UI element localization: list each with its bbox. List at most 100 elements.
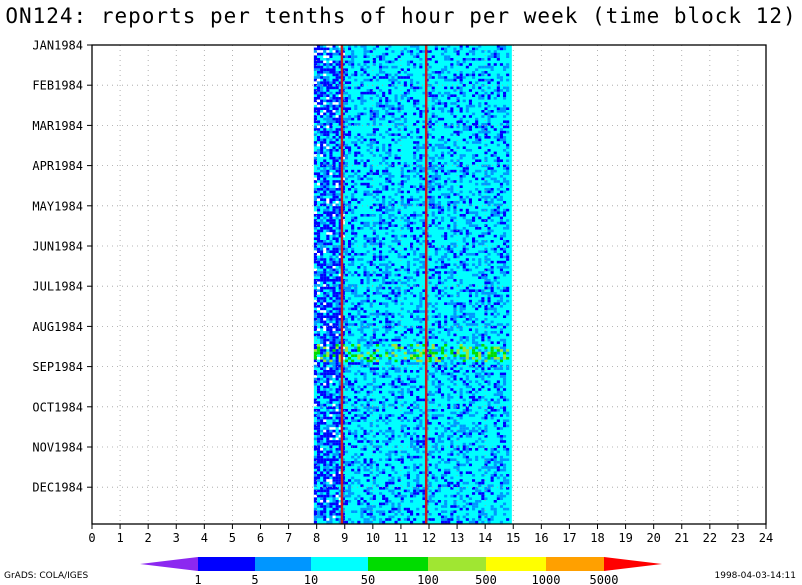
heatmap-cell: [475, 253, 479, 256]
heatmap-cell: [453, 206, 457, 209]
heatmap-cell: [382, 281, 386, 285]
heatmap-cell: [503, 289, 507, 292]
heatmap-cell: [472, 73, 476, 77]
heatmap-cell: [506, 286, 510, 290]
heatmap-cell: [456, 201, 460, 204]
heatmap-cell: [472, 336, 476, 339]
heatmap-cell: [326, 518, 330, 521]
heatmap-cell: [338, 318, 342, 321]
heatmap-cell: [313, 461, 317, 464]
heatmap-cell: [478, 354, 482, 357]
heatmap-cell: [472, 502, 476, 506]
heatmap-cell: [375, 198, 379, 201]
heatmap-cell: [499, 359, 503, 363]
heatmap-cell: [496, 159, 500, 162]
heatmap-cell: [363, 520, 367, 524]
heatmap-cell: [341, 247, 345, 251]
heatmap-cell: [313, 260, 317, 264]
heatmap-cell: [338, 128, 342, 131]
heatmap-cell: [403, 336, 407, 339]
heatmap-cell: [434, 320, 438, 324]
heatmap-cell: [382, 279, 386, 282]
heatmap-cell: [428, 185, 432, 188]
heatmap-cell: [338, 362, 342, 365]
heatmap-cell: [363, 299, 367, 303]
heatmap-cell: [450, 185, 454, 188]
heatmap-cell: [338, 497, 342, 500]
heatmap-cell: [475, 520, 479, 524]
heatmap-cell: [422, 442, 426, 446]
heatmap-cell: [332, 349, 336, 352]
heatmap-cell: [360, 513, 364, 516]
heatmap-cell: [332, 175, 336, 178]
heatmap-cell: [475, 375, 479, 378]
heatmap-cell: [496, 380, 500, 383]
heatmap-cell: [385, 297, 389, 300]
heatmap-cell: [338, 416, 342, 420]
heatmap-cell: [431, 375, 435, 378]
heatmap-cell: [332, 427, 336, 430]
heatmap-cell: [366, 276, 370, 279]
heatmap-cell: [406, 198, 410, 201]
heatmap-cell: [472, 263, 476, 266]
heatmap-cell: [437, 484, 441, 487]
heatmap-cell: [369, 89, 373, 92]
heatmap-cell: [437, 185, 441, 188]
heatmap-cell: [369, 429, 373, 433]
heatmap-cell: [416, 273, 420, 277]
heatmap-cell: [481, 128, 485, 131]
heatmap-cell: [372, 377, 376, 381]
heatmap-cell: [475, 323, 479, 326]
heatmap-cell: [317, 253, 321, 256]
heatmap-cell: [332, 474, 336, 477]
heatmap-cell: [441, 169, 445, 173]
heatmap-cell: [344, 396, 348, 399]
heatmap-cell: [481, 182, 485, 186]
heatmap-cell: [335, 182, 339, 186]
heatmap-cell: [335, 71, 339, 74]
heatmap-cell: [462, 169, 466, 173]
heatmap-cell: [326, 208, 330, 212]
heatmap-cell: [329, 255, 333, 259]
heatmap-cell: [332, 435, 336, 438]
heatmap-cell: [357, 305, 361, 308]
heatmap-cell: [335, 323, 339, 326]
heatmap-cell: [366, 214, 370, 217]
heatmap-cell: [385, 268, 389, 272]
heatmap-cell: [357, 481, 361, 485]
heatmap-cell: [490, 266, 494, 269]
heatmap-cell: [385, 435, 389, 438]
heatmap-cell: [335, 247, 339, 251]
heatmap-cell: [323, 169, 327, 173]
heatmap-cell: [478, 94, 482, 97]
heatmap-cell: [468, 180, 472, 183]
heatmap-cell: [369, 273, 373, 277]
heatmap-cell: [487, 383, 491, 386]
heatmap-cell: [357, 227, 361, 230]
heatmap-cell: [406, 203, 410, 207]
heatmap-cell: [332, 104, 336, 108]
heatmap-cell: [369, 107, 373, 110]
heatmap-cell: [484, 333, 488, 337]
heatmap-cell: [459, 214, 463, 217]
heatmap-cell: [459, 190, 463, 194]
heatmap-cell: [363, 458, 367, 461]
heatmap-cell: [369, 237, 373, 240]
heatmap-cell: [397, 149, 401, 152]
heatmap-cell: [338, 60, 342, 64]
heatmap-cell: [462, 260, 466, 264]
heatmap-cell: [397, 162, 401, 165]
heatmap-cell: [434, 260, 438, 264]
heatmap-cell: [397, 320, 401, 324]
heatmap-cell: [403, 435, 407, 438]
heatmap-cell: [416, 362, 420, 365]
heatmap-cell: [416, 47, 420, 51]
heatmap-cell: [329, 362, 333, 365]
heatmap-cell: [431, 198, 435, 201]
heatmap-cell: [487, 487, 491, 490]
heatmap-cell: [456, 323, 460, 326]
heatmap-cell: [385, 354, 389, 357]
heatmap-cell: [335, 198, 339, 201]
heatmap-cell: [329, 515, 333, 519]
heatmap-cell: [357, 86, 361, 90]
